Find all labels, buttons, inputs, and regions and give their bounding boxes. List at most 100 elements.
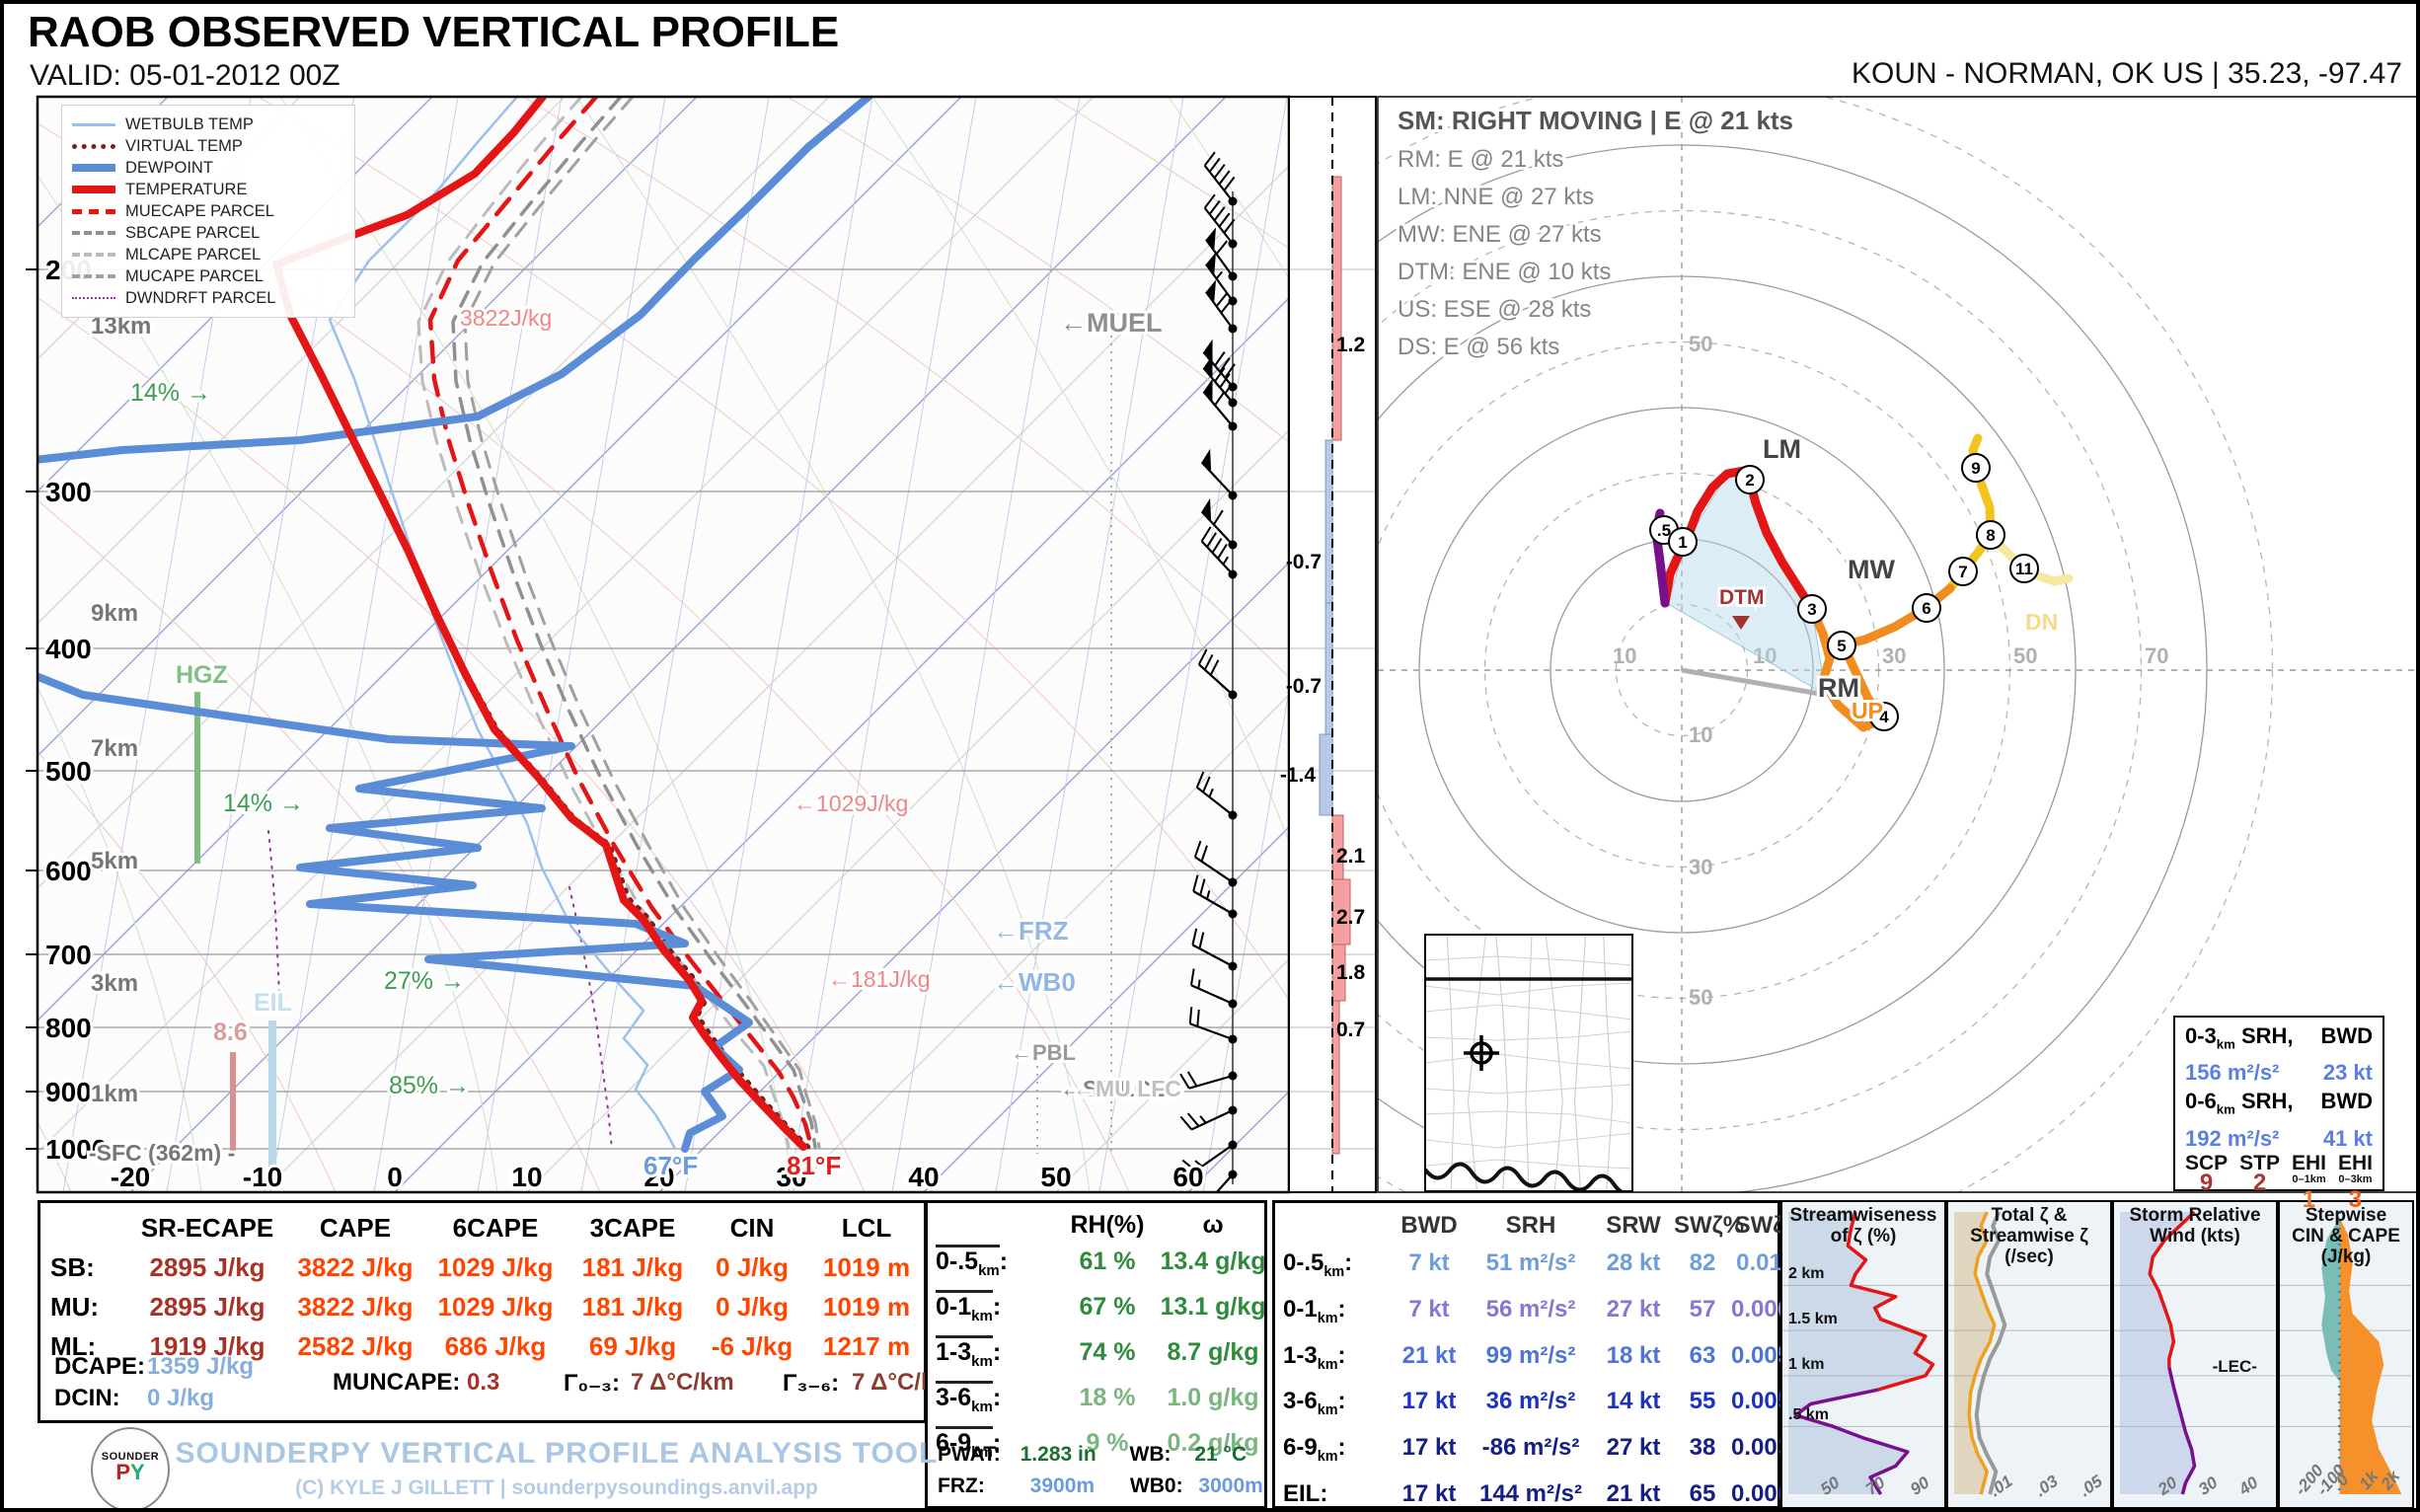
logo-text-bottom: PY — [115, 1460, 145, 1484]
composite-indices: SCP 9 STP 2 EHI 0–1km 1 EHI 0–3km 3 — [2185, 1153, 2373, 1212]
height-marker-circle — [1961, 453, 1991, 483]
hodograph-label: UP — [1852, 698, 1883, 723]
moist-adiabat-line — [279, 97, 794, 1192]
hodograph-ring — [1378, 97, 2273, 1192]
advection-value: -1.4 — [1280, 764, 1317, 787]
county-line — [1545, 935, 1563, 1191]
storm-motion-info-line: DTM: ENE @ 10 kts — [1398, 259, 1611, 285]
shear-value: 144 m²/s² — [1478, 1479, 1583, 1507]
advection-bar — [1319, 733, 1333, 816]
wind-barb — [1205, 227, 1238, 281]
height-marker-number: 4 — [1879, 708, 1889, 726]
rh-header: RH(%) — [1070, 1211, 1145, 1239]
skewt-annotation: ←MUEL — [1060, 308, 1163, 338]
thermo-value: 0 J/kg — [716, 1292, 789, 1322]
panel-height-label: .5 km — [1788, 1406, 1829, 1424]
height-marker-circle — [1827, 631, 1856, 660]
lapse-3-6-label: Γ₃₋₆: — [783, 1370, 840, 1397]
height-marker-number: 7 — [1958, 563, 1967, 581]
map-inset-border — [1424, 934, 1633, 1192]
legend-item: SBCAPE PARCEL — [72, 222, 344, 244]
temperature-tick-label: 40 — [908, 1162, 939, 1192]
shear-value: 0.006 — [1731, 1479, 1791, 1507]
panel-annotation: -LEC- — [2212, 1356, 2257, 1376]
county-line — [1425, 1132, 1632, 1149]
county-line — [1425, 982, 1632, 996]
county-line — [1425, 1053, 1632, 1070]
ring-label: 10 — [1613, 643, 1636, 668]
storm-motion-info-line: SM: RIGHT MOVING | E @ 21 kts — [1398, 106, 1793, 135]
shear-value: 55 — [1689, 1388, 1716, 1415]
shear-value: 63 — [1689, 1341, 1716, 1369]
mixing-ratio-line — [788, 97, 977, 1192]
wind-barb — [1193, 840, 1238, 887]
dwndrft-curve — [568, 886, 613, 1150]
thermo-value: 1217 m — [822, 1331, 911, 1361]
storm-motion-info-line: US: ESE @ 28 kts — [1398, 296, 1591, 323]
height-marker-circle — [1869, 702, 1899, 731]
mixing-ratio-line — [477, 97, 666, 1192]
advection-value: 0.7 — [1336, 1019, 1365, 1041]
shear-row-label: 3-6km: — [1283, 1388, 1346, 1419]
legend-label: MUECAPE PARCEL — [125, 201, 274, 220]
shear-value: 28 kt — [1606, 1249, 1661, 1276]
height-marker-circle — [1735, 465, 1765, 494]
legend-label: DWNDRFT PARCEL — [125, 288, 276, 307]
wb-value: 21 °C — [1194, 1443, 1248, 1466]
thermo-value: 2895 J/kg — [149, 1292, 265, 1322]
rh-row-label: 0-.5km: — [936, 1244, 1062, 1289]
ring-label: 30 — [1689, 855, 1712, 879]
valid-timestamp: VALID: 05-01-2012 00Z — [30, 59, 340, 92]
srh-0-3-values: 156 m²/s² 23 kt — [2185, 1060, 2373, 1086]
rh-value: 18 % — [1079, 1384, 1136, 1411]
panel-line — [2148, 1210, 2196, 1368]
thermo-row-label: MU: — [50, 1292, 100, 1322]
mixing-ratio-line — [1098, 97, 1288, 1192]
shear-header: SWζ — [1734, 1212, 1784, 1239]
mini-panel-0: Streamwiseness of ζ (%) 50 70 90 2 km 1.5 km 1 … — [1780, 1200, 1946, 1508]
pwat-row: PWAT: 1.283 in WB: 21 °C — [938, 1443, 1247, 1467]
pressure-tick-label: 600 — [45, 856, 92, 886]
wind-barb — [1179, 1105, 1238, 1131]
wind-barb — [1195, 771, 1238, 820]
shear-value: 56 m²/s² — [1485, 1295, 1576, 1323]
isotherm-line — [791, 694, 1289, 1192]
wind-barb — [1179, 1071, 1238, 1090]
shear-value: 0.003 — [1731, 1434, 1791, 1462]
hodograph-label: DTM — [1719, 586, 1765, 609]
isotherm-line — [129, 97, 1227, 1192]
muecape-curve — [427, 97, 814, 1150]
thermo-value: 3822 J/kg — [297, 1252, 414, 1282]
mixing-ratio-line — [891, 97, 1081, 1192]
thermo-value: 2582 J/kg — [297, 1331, 414, 1361]
height-marker-circle — [1948, 557, 1978, 586]
legend-item: VIRTUAL TEMP — [72, 135, 344, 157]
legend-label: DEWPOINT — [125, 158, 213, 177]
wind-barb — [1197, 648, 1238, 700]
shear-row-label: 0-1km: — [1283, 1295, 1346, 1326]
moisture-grid: RH(%) ω 0-.5km: 61 % 13.4 g/kg 0-1km: 67 % 13.1… — [928, 1203, 1266, 1471]
sounderpy-logo: SOUNDER PY — [91, 1427, 170, 1508]
ring-label: 50 — [1689, 332, 1712, 356]
lapse-0-3-label: Γ₀₋₃: — [564, 1370, 620, 1397]
panel-height-label: 1 km — [1788, 1355, 1825, 1373]
storm-motion-vector — [1681, 667, 1827, 698]
panel-height-label: 2 km — [1788, 1265, 1825, 1283]
mixing-ratio-line — [269, 97, 459, 1192]
hodograph-label: RM — [1818, 673, 1859, 703]
advection-bar — [1324, 439, 1333, 604]
shear-value: -86 m²/s² — [1481, 1434, 1580, 1462]
wind-barb — [1188, 1007, 1238, 1044]
mixing-ratio-line — [995, 97, 1184, 1192]
thermo-value: 686 J/kg — [444, 1331, 547, 1361]
height-marker-circle — [1668, 527, 1698, 557]
shear-value: 51 m²/s² — [1485, 1249, 1576, 1276]
wind-barb — [1205, 279, 1238, 334]
dewpoint-curve — [38, 97, 872, 1153]
pressure-tick-label: 800 — [45, 1013, 92, 1043]
height-label: 1km — [91, 1081, 138, 1107]
legend-item: WETBULB TEMP — [72, 113, 344, 135]
page-title: RAOB OBSERVED VERTICAL PROFILE — [28, 8, 840, 56]
thermo-value: 1919 J/kg — [149, 1331, 265, 1361]
advection-strip: 1.2 -0.7 -0.7 -1.4 2.1 2.7 1.8 0.7 — [1280, 96, 1377, 1193]
